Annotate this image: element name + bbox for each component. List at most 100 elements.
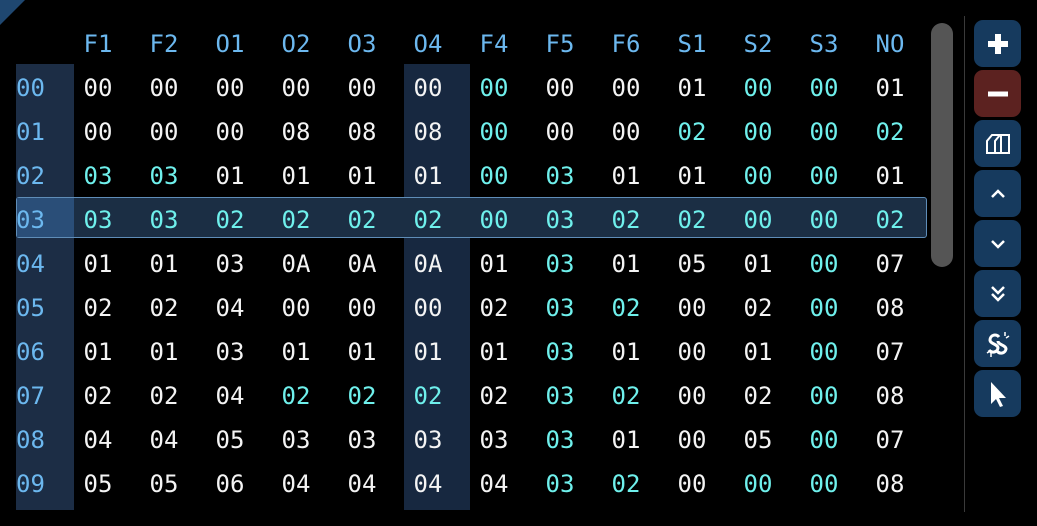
grid-cell[interactable]: 04 bbox=[347, 470, 377, 498]
grid-cell[interactable]: 00 bbox=[215, 118, 245, 146]
grid-cell[interactable]: 01 bbox=[479, 250, 509, 278]
grid-cell[interactable]: 02 bbox=[281, 206, 311, 234]
grid-cell[interactable]: 01 bbox=[611, 338, 641, 366]
grid-cell[interactable]: 07 bbox=[875, 338, 905, 366]
add-button[interactable] bbox=[974, 20, 1021, 67]
grid-cell[interactable]: 00 bbox=[743, 118, 773, 146]
grid-cell[interactable]: 03 bbox=[545, 206, 575, 234]
grid-cell[interactable]: 00 bbox=[809, 118, 839, 146]
grid-cell[interactable]: 01 bbox=[347, 338, 377, 366]
grid-cell[interactable]: 01 bbox=[611, 250, 641, 278]
grid-cell[interactable]: 01 bbox=[347, 162, 377, 190]
grid-cell[interactable]: 00 bbox=[809, 470, 839, 498]
grid-cell[interactable]: 02 bbox=[611, 470, 641, 498]
grid-cell[interactable]: 00 bbox=[479, 206, 509, 234]
grid-cell[interactable]: 01 bbox=[83, 250, 113, 278]
grid-cell[interactable]: 00 bbox=[545, 74, 575, 102]
grid-cell[interactable]: 03 bbox=[215, 338, 245, 366]
grid-cell[interactable]: 06 bbox=[215, 470, 245, 498]
column-header[interactable]: NO bbox=[875, 30, 905, 58]
grid-cell[interactable]: 02 bbox=[413, 382, 443, 410]
column-header[interactable]: S1 bbox=[677, 30, 707, 58]
grid-cell[interactable]: 02 bbox=[149, 294, 179, 322]
grid-cell[interactable]: 04 bbox=[281, 470, 311, 498]
column-header[interactable]: F6 bbox=[611, 30, 641, 58]
grid-cell[interactable]: 07 bbox=[875, 250, 905, 278]
grid-cell[interactable]: 02 bbox=[479, 294, 509, 322]
grid-cell[interactable]: 03 bbox=[545, 294, 575, 322]
grid-cell[interactable]: 05 bbox=[215, 426, 245, 454]
row-label[interactable]: 03 bbox=[16, 206, 45, 234]
grid-cell[interactable]: 02 bbox=[743, 294, 773, 322]
grid-cell[interactable]: 05 bbox=[743, 426, 773, 454]
grid-cell[interactable]: 02 bbox=[479, 382, 509, 410]
grid-cell[interactable]: 03 bbox=[545, 426, 575, 454]
row-label[interactable]: 01 bbox=[16, 118, 45, 146]
column-header[interactable]: S2 bbox=[743, 30, 773, 58]
column-header[interactable]: O3 bbox=[347, 30, 377, 58]
grid-cell[interactable]: 08 bbox=[875, 382, 905, 410]
row-label[interactable]: 02 bbox=[16, 162, 45, 190]
grid-cell[interactable]: 00 bbox=[677, 338, 707, 366]
grid-cell[interactable]: 00 bbox=[611, 74, 641, 102]
grid-cell[interactable]: 00 bbox=[413, 74, 443, 102]
grid-cell[interactable]: 00 bbox=[743, 470, 773, 498]
column-header[interactable]: S3 bbox=[809, 30, 839, 58]
column-header[interactable]: O2 bbox=[281, 30, 311, 58]
move-down-button[interactable] bbox=[974, 220, 1021, 267]
grid-cell[interactable]: 00 bbox=[611, 118, 641, 146]
row-label[interactable]: 07 bbox=[16, 382, 45, 410]
grid-cell[interactable]: 02 bbox=[875, 206, 905, 234]
grid-cell[interactable]: 02 bbox=[611, 294, 641, 322]
grid-cell[interactable]: 03 bbox=[545, 338, 575, 366]
grid-cell[interactable]: 02 bbox=[149, 382, 179, 410]
grid-cell[interactable]: 00 bbox=[809, 206, 839, 234]
grid-cell[interactable]: 00 bbox=[83, 118, 113, 146]
grid-cell[interactable]: 02 bbox=[347, 206, 377, 234]
grid-cell[interactable]: 02 bbox=[611, 206, 641, 234]
grid-cell[interactable]: 08 bbox=[875, 470, 905, 498]
grid-cell[interactable]: 01 bbox=[149, 338, 179, 366]
row-label[interactable]: 08 bbox=[16, 426, 45, 454]
grid-cell[interactable]: 04 bbox=[215, 294, 245, 322]
grid-cell[interactable]: 03 bbox=[281, 426, 311, 454]
grid-cell[interactable]: 05 bbox=[677, 250, 707, 278]
row-label[interactable]: 04 bbox=[16, 250, 45, 278]
grid-cell[interactable]: 03 bbox=[545, 250, 575, 278]
grid-cell[interactable]: 00 bbox=[743, 74, 773, 102]
grid-cell[interactable]: 00 bbox=[809, 250, 839, 278]
grid-cell[interactable]: 00 bbox=[809, 426, 839, 454]
grid-cell[interactable]: 00 bbox=[413, 294, 443, 322]
grid-cell[interactable]: 03 bbox=[83, 162, 113, 190]
grid-cell[interactable]: 01 bbox=[83, 338, 113, 366]
grid-cell[interactable]: 08 bbox=[281, 118, 311, 146]
grid-cell[interactable]: 00 bbox=[677, 426, 707, 454]
grid-cell[interactable]: 00 bbox=[809, 74, 839, 102]
grid-cell[interactable]: 01 bbox=[611, 426, 641, 454]
grid-cell[interactable]: 01 bbox=[149, 250, 179, 278]
grid-cell[interactable]: 03 bbox=[545, 382, 575, 410]
grid-cell[interactable]: 02 bbox=[413, 206, 443, 234]
grid-cell[interactable]: 00 bbox=[347, 74, 377, 102]
grid-cell[interactable]: 00 bbox=[479, 74, 509, 102]
grid-cell[interactable]: 01 bbox=[875, 162, 905, 190]
grid-cell[interactable]: 00 bbox=[149, 74, 179, 102]
grid-cell[interactable]: 00 bbox=[743, 206, 773, 234]
grid-cell[interactable]: 00 bbox=[281, 294, 311, 322]
grid-cell[interactable]: 03 bbox=[347, 426, 377, 454]
grid-cell[interactable]: 08 bbox=[347, 118, 377, 146]
grid-cell[interactable]: 00 bbox=[677, 382, 707, 410]
scrollbar-thumb[interactable] bbox=[931, 23, 953, 267]
grid-cell[interactable]: 04 bbox=[215, 382, 245, 410]
grid-cell[interactable]: 03 bbox=[83, 206, 113, 234]
grid-cell[interactable]: 00 bbox=[809, 338, 839, 366]
grid-cell[interactable]: 00 bbox=[149, 118, 179, 146]
grid-cell[interactable]: 0A bbox=[281, 250, 311, 278]
grid-cell[interactable]: 03 bbox=[149, 206, 179, 234]
grid-cell[interactable]: 05 bbox=[83, 470, 113, 498]
grid-cell[interactable]: 02 bbox=[875, 118, 905, 146]
grid-cell[interactable]: 00 bbox=[83, 74, 113, 102]
grid-cell[interactable]: 04 bbox=[413, 470, 443, 498]
row-label[interactable]: 06 bbox=[16, 338, 45, 366]
column-header[interactable]: F2 bbox=[149, 30, 179, 58]
